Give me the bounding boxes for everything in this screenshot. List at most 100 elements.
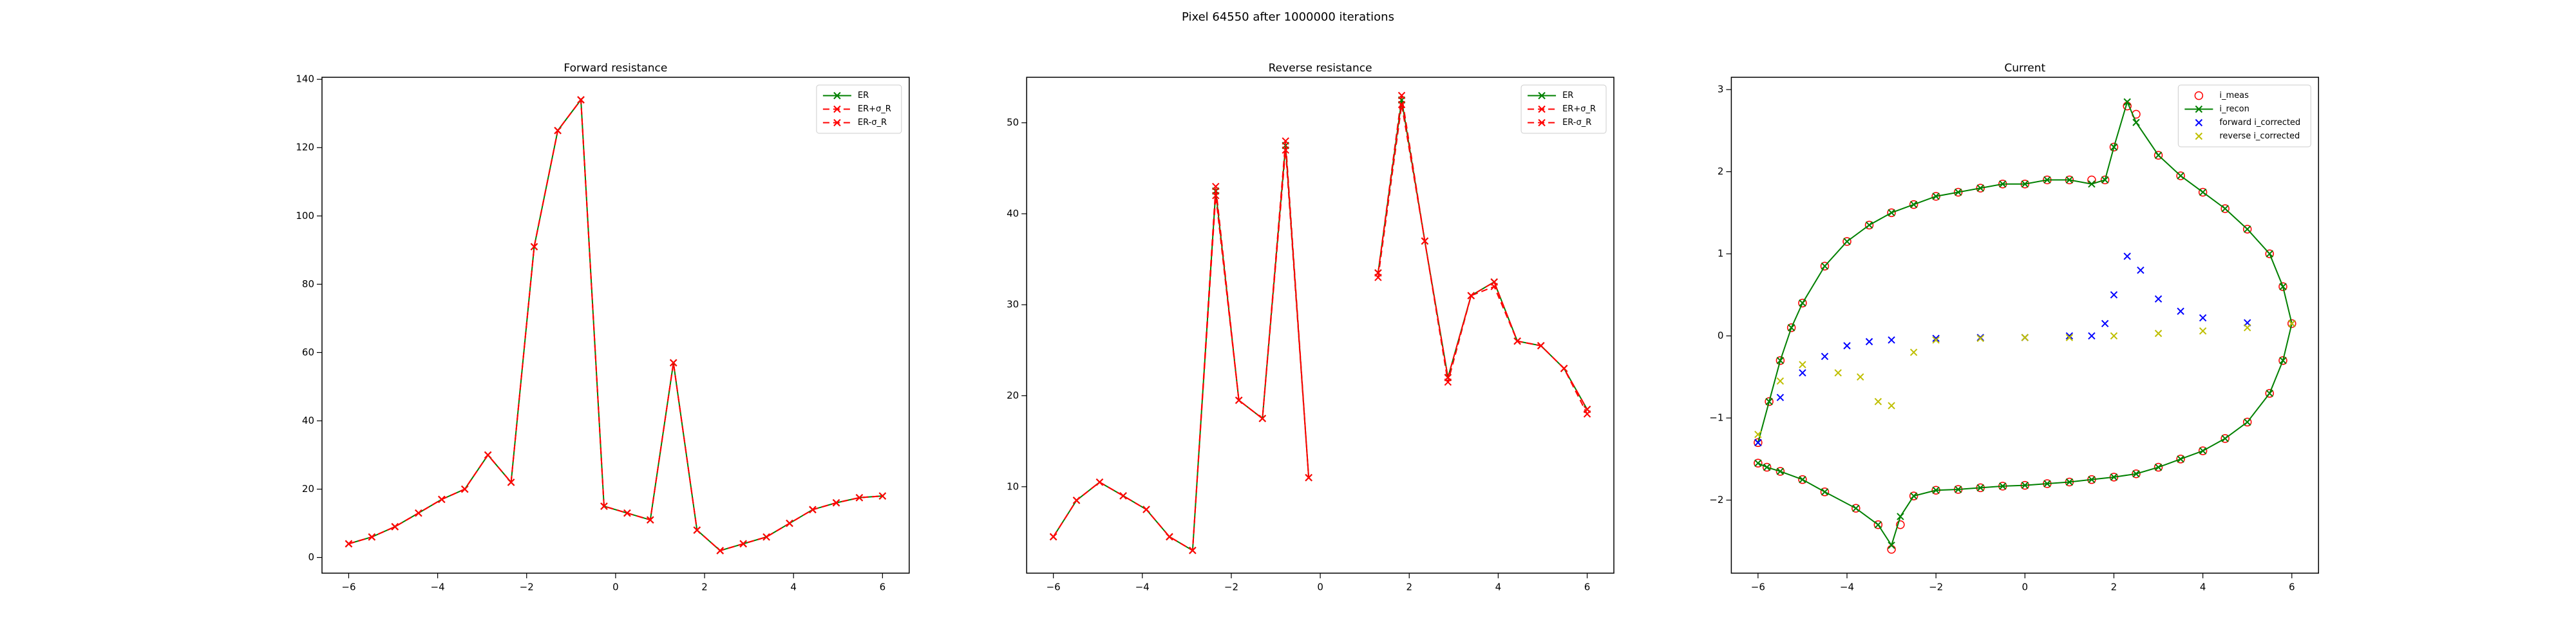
marker xyxy=(2065,334,2074,341)
marker xyxy=(1852,504,1861,513)
marker xyxy=(2132,118,2140,126)
legend-box xyxy=(2177,84,2311,147)
y-tick-label: −2 xyxy=(1709,494,1723,506)
marker xyxy=(1843,342,1851,350)
marker xyxy=(1887,208,1896,218)
marker xyxy=(1932,334,1940,343)
legend-label: ER+σ_R xyxy=(858,104,891,114)
marker xyxy=(1896,520,1905,529)
marker xyxy=(1864,220,1874,230)
x-tick-label: 2 xyxy=(701,582,708,593)
marker xyxy=(2194,91,2204,100)
marker xyxy=(1874,521,1882,529)
marker xyxy=(2132,470,2140,478)
marker xyxy=(1821,262,1829,270)
marker xyxy=(2243,324,2251,332)
legend-label: i_meas xyxy=(2219,91,2249,100)
marker xyxy=(2021,334,2029,341)
marker xyxy=(2198,446,2208,455)
marker xyxy=(1776,356,1785,365)
marker xyxy=(2154,295,2163,303)
marker xyxy=(1374,274,1382,281)
plot-area xyxy=(1049,91,1591,554)
marker xyxy=(832,499,840,507)
marker xyxy=(1754,459,1762,467)
marker xyxy=(1798,475,1807,484)
marker xyxy=(1776,377,1785,385)
marker xyxy=(1537,342,1545,350)
marker xyxy=(1888,402,1895,410)
marker xyxy=(1909,200,1918,209)
marker xyxy=(1799,361,1806,368)
marker xyxy=(1999,482,2007,490)
y-tick-label: 0 xyxy=(1718,330,1724,341)
marker xyxy=(484,451,492,459)
marker xyxy=(2110,473,2118,481)
series-line xyxy=(1052,149,1310,552)
marker xyxy=(1909,491,1918,500)
marker xyxy=(2043,480,2051,488)
marker xyxy=(1798,298,1807,308)
marker xyxy=(1932,193,1940,200)
marker xyxy=(1821,488,1829,496)
marker xyxy=(693,526,701,534)
marker xyxy=(1762,462,1772,472)
legend-label: ER+σ_R xyxy=(1562,104,1596,114)
marker xyxy=(577,96,585,104)
marker xyxy=(2123,252,2131,260)
marker xyxy=(1799,369,1806,377)
marker xyxy=(1538,118,1546,127)
marker xyxy=(2221,435,2229,442)
legend-label: i_recon xyxy=(2219,104,2249,114)
series-line xyxy=(1377,95,1588,410)
marker xyxy=(2088,332,2096,340)
plot-area xyxy=(345,96,887,554)
marker xyxy=(2287,319,2297,328)
y-tick-label: 2 xyxy=(1718,166,1724,177)
marker xyxy=(507,478,515,486)
marker xyxy=(2195,105,2203,113)
marker xyxy=(1909,492,1918,500)
marker xyxy=(2177,455,2184,463)
marker xyxy=(1444,378,1452,386)
marker xyxy=(2065,478,2074,486)
marker xyxy=(2221,434,2230,443)
marker xyxy=(1976,484,1984,492)
y-tick-label: 1 xyxy=(1718,248,1724,260)
marker xyxy=(2065,176,2074,184)
marker xyxy=(530,243,538,251)
y-tick-label: 40 xyxy=(1007,207,1019,219)
x-tick-label: 4 xyxy=(790,582,797,593)
legend-label: ER xyxy=(1562,91,1573,100)
y-tick-label: 10 xyxy=(1007,480,1019,492)
marker xyxy=(2123,98,2131,106)
x-tick-label: −4 xyxy=(431,582,445,593)
marker xyxy=(1874,397,1882,406)
marker xyxy=(1235,396,1243,404)
marker xyxy=(2110,143,2118,151)
marker xyxy=(1754,459,1763,468)
x-tick-label: −2 xyxy=(1224,582,1238,593)
marker xyxy=(2243,418,2251,426)
marker xyxy=(2065,332,2074,340)
marker xyxy=(2265,389,2274,398)
marker xyxy=(1258,415,1267,422)
x-tick-label: 4 xyxy=(1495,582,1502,593)
marker xyxy=(600,502,608,510)
marker xyxy=(1909,200,1918,209)
marker xyxy=(554,127,562,135)
marker xyxy=(1776,393,1785,401)
y-tick-label: 60 xyxy=(302,346,314,358)
marker xyxy=(2243,225,2251,233)
marker xyxy=(1765,397,1774,406)
marker xyxy=(345,540,353,548)
marker xyxy=(1421,237,1429,245)
marker xyxy=(1888,209,1895,217)
marker xyxy=(2088,475,2096,484)
marker xyxy=(1467,292,1475,299)
marker xyxy=(1953,187,1963,197)
marker xyxy=(2021,481,2029,489)
y-tick-label: 100 xyxy=(296,210,314,222)
